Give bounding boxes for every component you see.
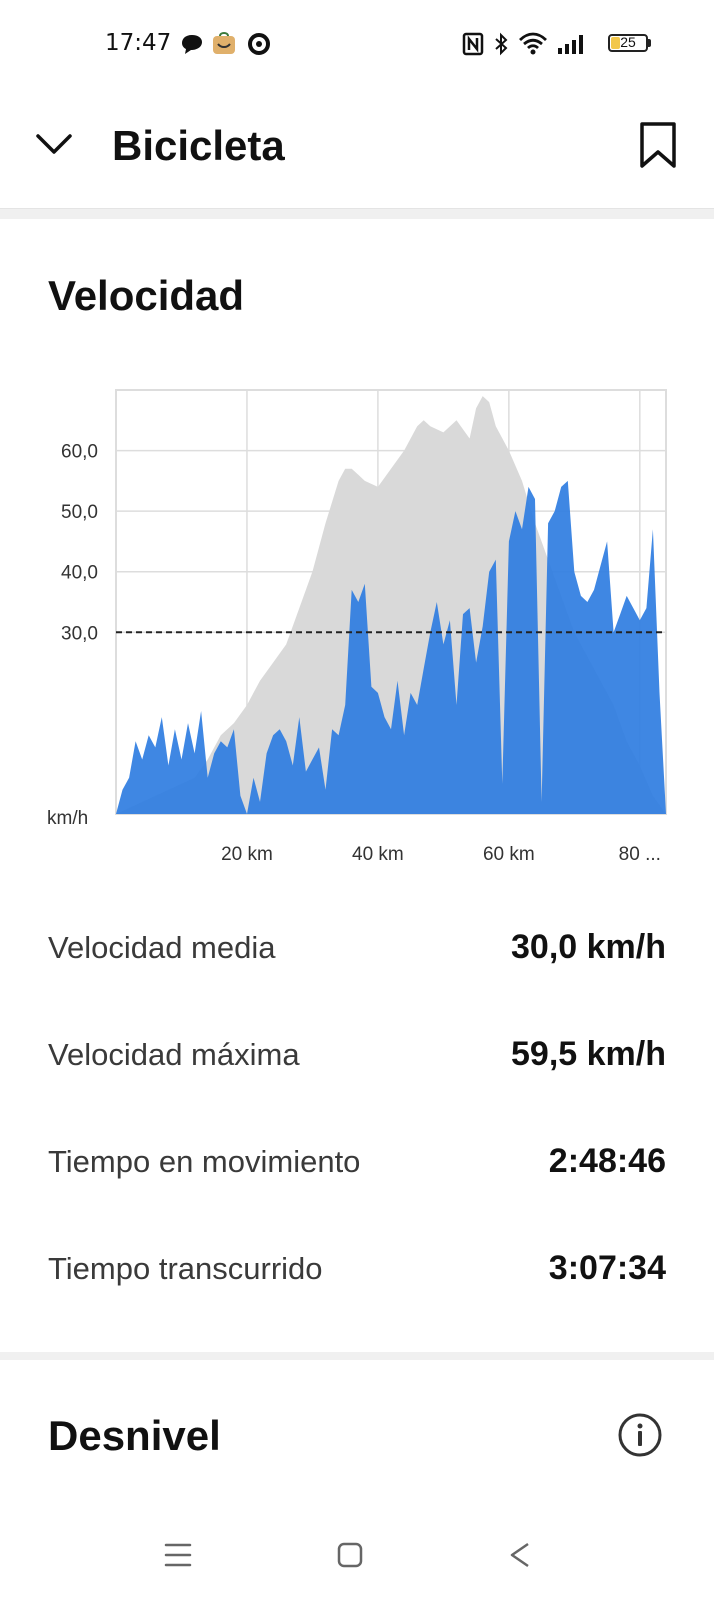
stat-value: 3:07:34: [548, 1249, 666, 1287]
y-axis-unit: km/h: [47, 808, 88, 829]
x-tick-label: 20 km: [221, 844, 273, 865]
speed-area: [116, 480, 666, 814]
elevation-section-title: Desnivel: [48, 1412, 221, 1459]
section-divider: [0, 1352, 714, 1360]
stat-value: 30,0 km/h: [511, 928, 666, 966]
signal-icon: [558, 35, 583, 54]
page-title: Bicicleta: [112, 122, 285, 169]
battery-icon: 25: [608, 34, 648, 52]
stat-row-average-speed: Velocidad media 30,0 km/h: [48, 928, 666, 990]
stat-value: 2:48:46: [548, 1142, 666, 1180]
menu-icon[interactable]: [158, 1535, 198, 1575]
speed-section-title: Velocidad: [48, 272, 245, 319]
stat-row-moving-time: Tiempo en movimiento 2:48:46: [48, 1142, 666, 1204]
x-tick-label: 80 ...: [619, 844, 661, 865]
x-tick-label: 60 km: [483, 844, 535, 865]
app-bag-icon: [213, 32, 235, 54]
y-tick-label: 50,0: [61, 502, 98, 523]
battery-fill: [611, 37, 620, 49]
y-tick-label: 40,0: [61, 563, 98, 584]
chrome-icon: [248, 33, 270, 55]
back-icon[interactable]: [500, 1535, 540, 1575]
stat-value: 59,5 km/h: [511, 1035, 666, 1073]
chevron-down-icon[interactable]: [32, 128, 76, 160]
bookmark-icon[interactable]: [636, 120, 680, 170]
battery-level: 25: [620, 34, 636, 50]
info-icon[interactable]: [617, 1412, 663, 1458]
status-bar: 17:47 25: [0, 0, 714, 90]
chat-bubble-icon: [182, 35, 202, 54]
stat-label: Velocidad máxima: [48, 1037, 300, 1072]
stat-label: Tiempo transcurrido: [48, 1251, 323, 1286]
x-tick-labels: 20 km 40 km 60 km 80 ...: [221, 844, 661, 865]
stat-row-elapsed-time: Tiempo transcurrido 3:07:34: [48, 1249, 666, 1311]
header-divider: [0, 208, 714, 219]
y-tick-label: 60,0: [61, 442, 98, 463]
y-tick-labels: 30,0 40,0 50,0 60,0: [61, 442, 98, 645]
battery-cap: [648, 39, 651, 47]
wifi-icon: [519, 32, 547, 55]
stat-row-max-speed: Velocidad máxima 59,5 km/h: [48, 1035, 666, 1097]
home-icon[interactable]: [330, 1535, 370, 1575]
speed-chart: 30,0 40,0 50,0 60,0 20 km 40 km 60 km 80 ... k…: [47, 389, 667, 865]
nfc-icon: [462, 32, 484, 56]
y-tick-label: 30,0: [61, 623, 98, 644]
status-time: 17:47: [105, 30, 172, 56]
stat-label: Velocidad media: [48, 930, 276, 965]
bluetooth-icon: [495, 32, 508, 56]
x-tick-label: 40 km: [352, 844, 404, 865]
stat-label: Tiempo en movimiento: [48, 1144, 361, 1179]
